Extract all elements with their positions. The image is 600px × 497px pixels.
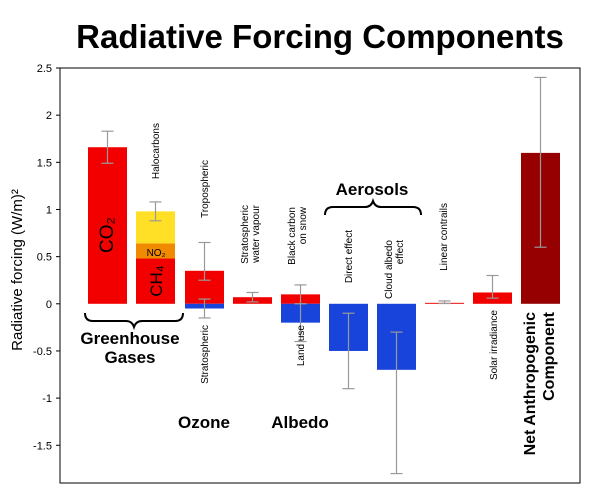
y-tick-label: -1.5 bbox=[33, 440, 52, 452]
plot-frame bbox=[59, 67, 581, 484]
aerosols-brace bbox=[324, 197, 422, 216]
group-label: Greenhouse bbox=[80, 329, 179, 348]
y-tick-label: 1 bbox=[46, 204, 52, 216]
bar bbox=[88, 147, 127, 304]
component-label: CH₄ bbox=[147, 265, 166, 297]
component-label: Halocarbons bbox=[151, 123, 162, 179]
component-label: Cloud albedo bbox=[384, 240, 395, 299]
y-tick-label: 2.5 bbox=[37, 63, 52, 75]
component-label: effect bbox=[395, 240, 406, 264]
group-label: Aerosols bbox=[336, 180, 409, 199]
component-label: Component bbox=[541, 311, 558, 401]
y-axis-label: Radiative forcing (W/m)² bbox=[9, 189, 26, 351]
component-label: NO₂ bbox=[147, 248, 166, 259]
bar bbox=[136, 243, 175, 259]
component-label: CO₂ bbox=[97, 217, 118, 253]
component-label: Stratospheric bbox=[200, 325, 211, 384]
component-label: Land use bbox=[296, 325, 307, 367]
y-tick-label: 2 bbox=[46, 110, 52, 122]
component-label: Direct effect bbox=[344, 230, 355, 283]
component-label: Linear contrails bbox=[439, 203, 450, 271]
group-label: Albedo bbox=[271, 413, 329, 432]
greenhouse-brace bbox=[84, 312, 184, 331]
chart-title: Radiative Forcing Components bbox=[76, 18, 564, 55]
component-label: Tropospheric bbox=[200, 160, 211, 218]
group-label: Ozone bbox=[178, 413, 230, 432]
group-label: Gases bbox=[104, 348, 155, 367]
y-tick-label: -1 bbox=[42, 393, 52, 405]
bar bbox=[136, 258, 175, 304]
y-tick-label: 1.5 bbox=[37, 157, 52, 169]
y-tick-label: -0.5 bbox=[33, 346, 52, 358]
component-label: Stratospheric bbox=[240, 205, 251, 264]
component-label: Net Anthropogenic bbox=[522, 312, 539, 456]
component-label: Solar irradiance bbox=[489, 310, 500, 380]
y-tick-label: 0 bbox=[46, 299, 52, 311]
y-tick-label: 0.5 bbox=[37, 252, 52, 264]
component-label: water vapour bbox=[251, 204, 262, 263]
component-label: on snow bbox=[298, 206, 309, 244]
component-label: Black carbon bbox=[287, 207, 298, 265]
